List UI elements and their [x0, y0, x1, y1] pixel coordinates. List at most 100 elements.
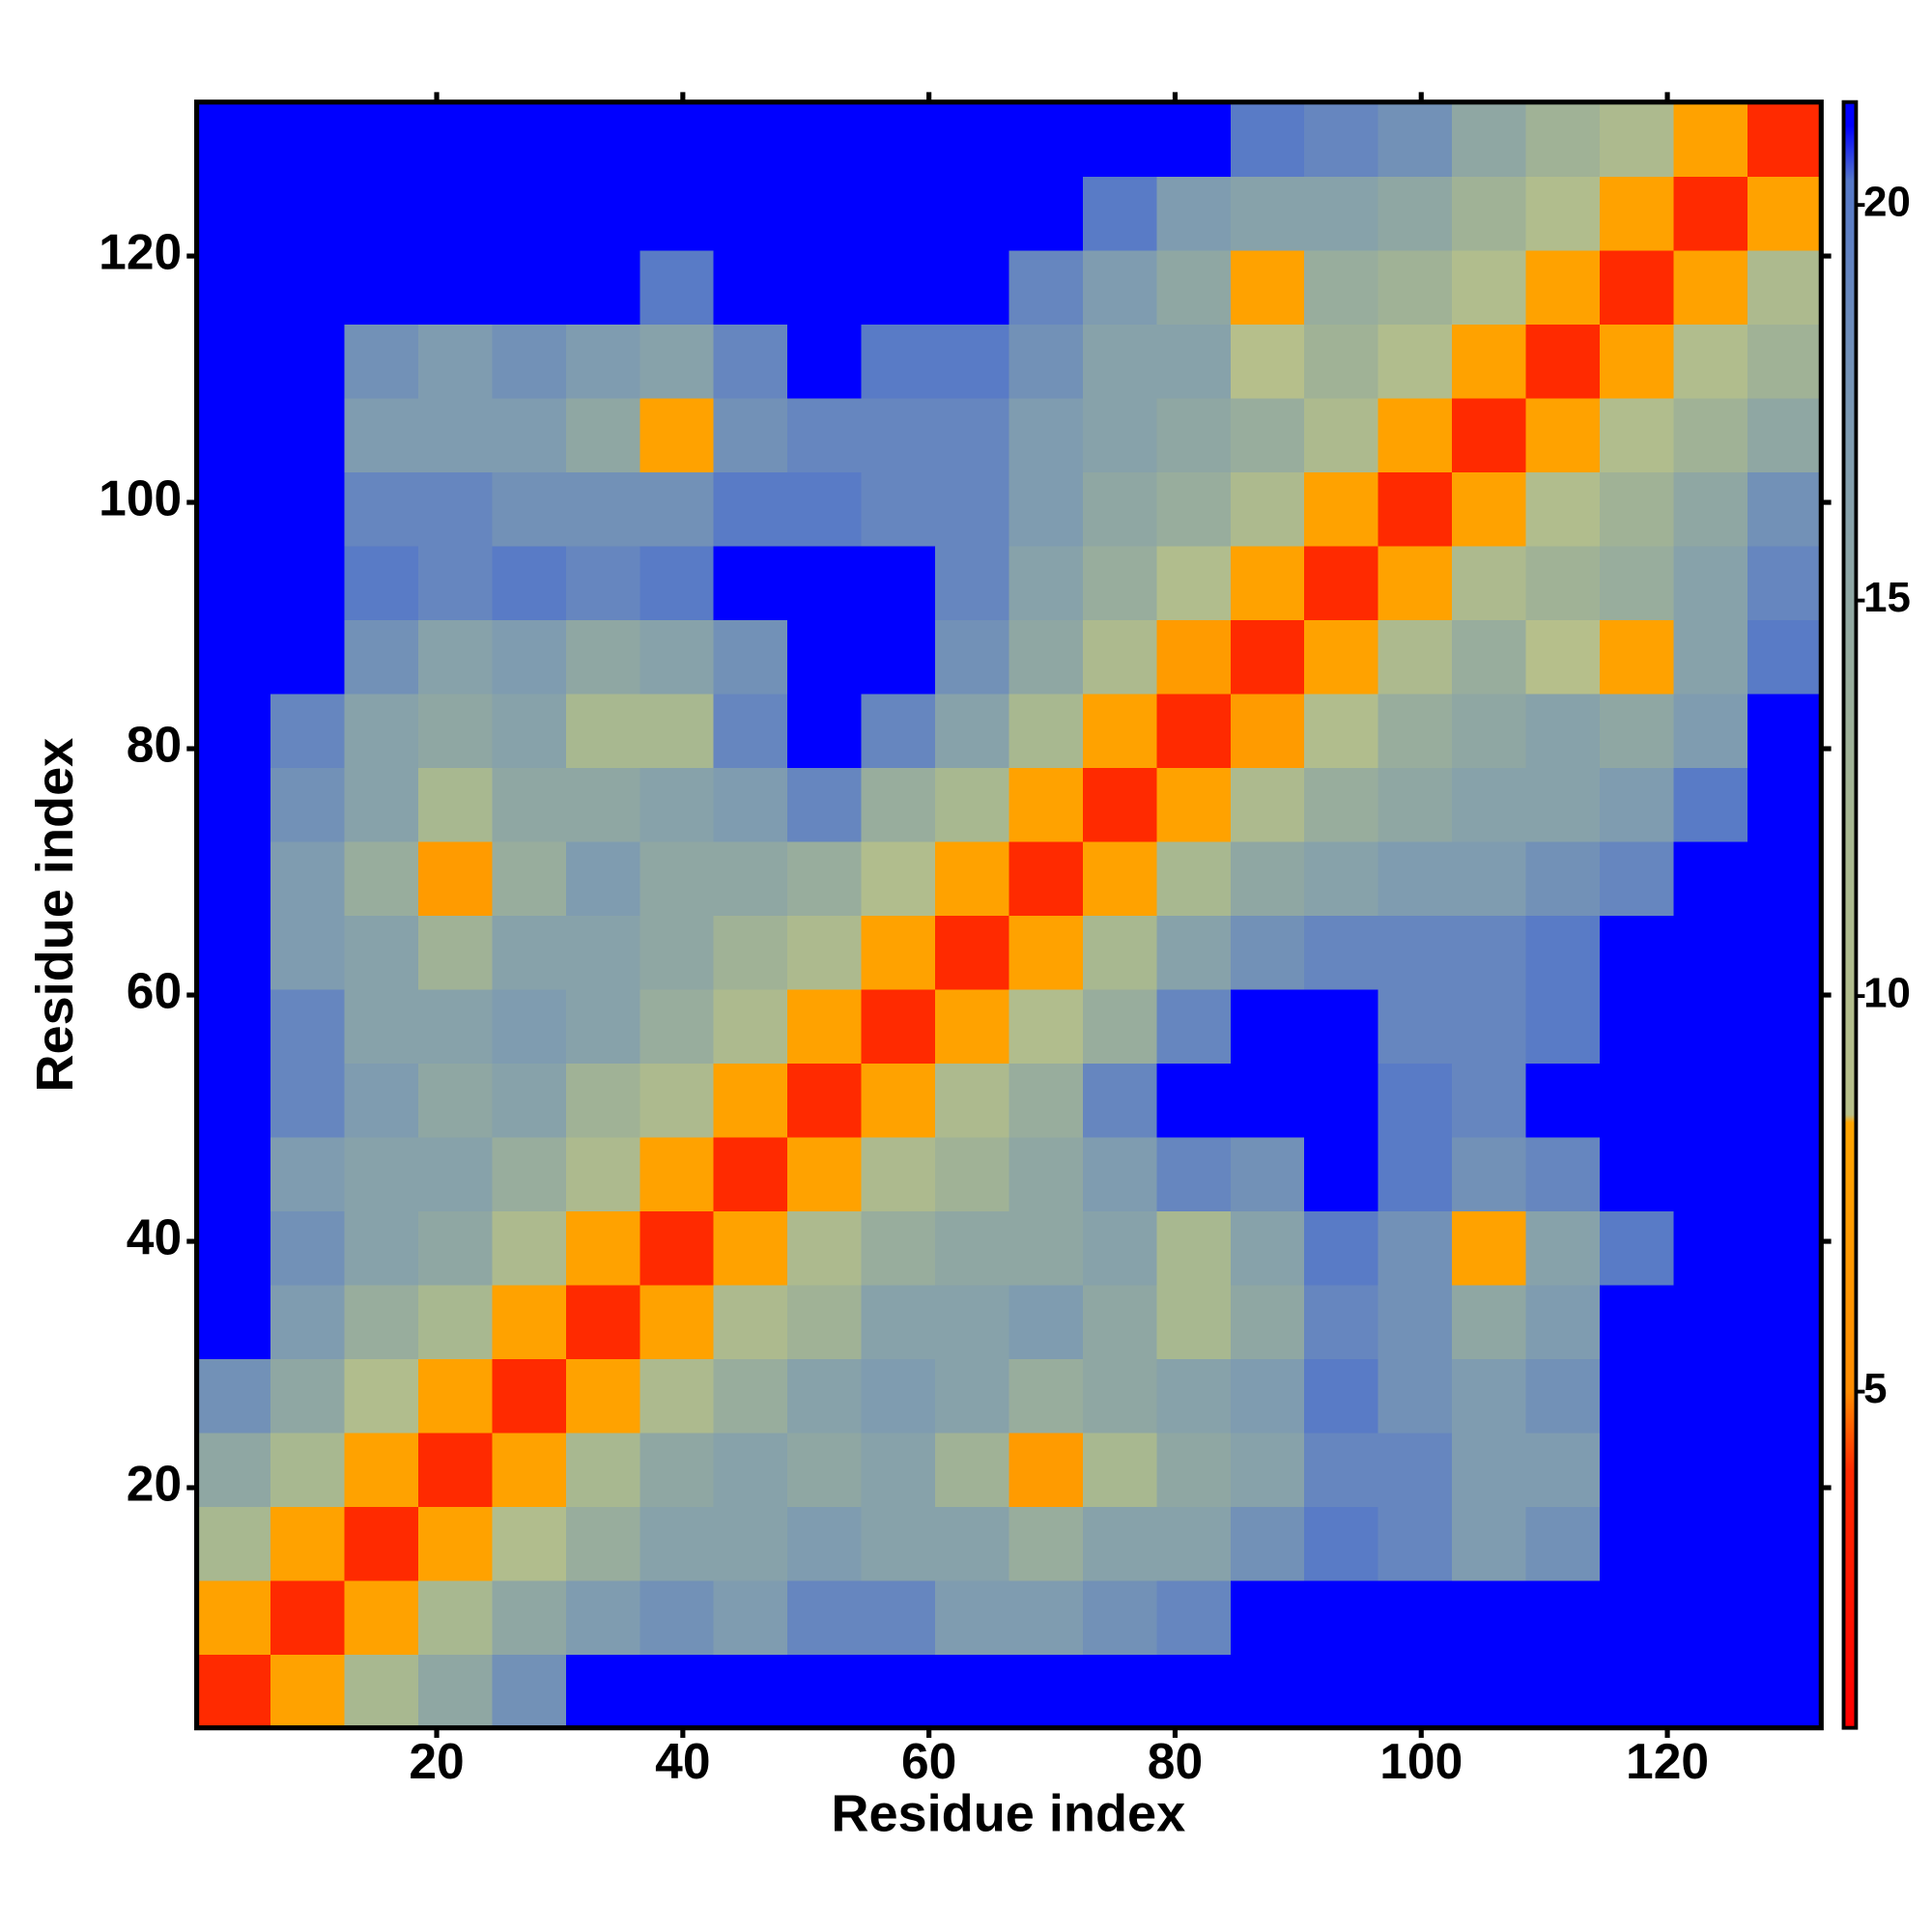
y-tick-label: 100: [99, 470, 182, 526]
heatmap-cell: [713, 1579, 788, 1655]
heatmap-cell: [1452, 1506, 1527, 1581]
heatmap-cell: [1599, 1136, 1675, 1211]
heatmap-cell: [935, 1284, 1010, 1359]
heatmap-cell: [787, 1284, 863, 1359]
heatmap-cell: [1452, 324, 1527, 399]
heatmap-cell: [639, 176, 715, 251]
heatmap-cell: [344, 1432, 419, 1507]
heatmap-cell: [935, 1210, 1010, 1286]
heatmap-cell: [1378, 176, 1453, 251]
heatmap-cell: [1378, 693, 1453, 768]
heatmap-cell: [639, 397, 715, 472]
heatmap-cell: [1304, 1284, 1379, 1359]
heatmap-cell: [1599, 101, 1675, 177]
heatmap-cell: [1673, 1063, 1748, 1138]
heatmap-cell: [1009, 101, 1084, 177]
heatmap-cell: [492, 545, 567, 620]
heatmap-cell: [1009, 545, 1084, 620]
heatmap-cell: [1156, 693, 1232, 768]
heatmap-cell: [787, 1136, 863, 1211]
heatmap-cell: [1082, 471, 1158, 547]
heatmap-cell: [1452, 397, 1527, 472]
heatmap-cell: [1082, 1579, 1158, 1655]
heatmap-cell: [1009, 249, 1084, 325]
heatmap-cell: [492, 1136, 567, 1211]
heatmap-cell: [639, 693, 715, 768]
heatmap-cell: [270, 1654, 346, 1729]
heatmap-cell: [270, 1063, 346, 1138]
heatmap-cell: [1009, 693, 1084, 768]
heatmap-cell: [565, 767, 641, 842]
y-tick-label: 80: [127, 717, 182, 773]
heatmap-cell: [1082, 1136, 1158, 1211]
heatmap-cell: [1673, 101, 1748, 177]
heatmap-cell: [1230, 840, 1305, 916]
heatmap-cell: [787, 1579, 863, 1655]
heatmap-cell: [1156, 1063, 1232, 1138]
heatmap-cell: [1230, 619, 1305, 695]
heatmap-cell: [1082, 1284, 1158, 1359]
heatmap-cell: [713, 1284, 788, 1359]
heatmap-cell: [1673, 1579, 1748, 1655]
heatmap-cell: [639, 324, 715, 399]
heatmap-cell: [417, 545, 494, 620]
heatmap-cell: [1525, 619, 1601, 695]
heatmap-cell: [1009, 471, 1084, 547]
heatmap-cell: [1304, 693, 1379, 768]
heatmap-cell: [196, 1358, 271, 1434]
heatmap-cell: [1304, 324, 1379, 399]
heatmap-cell: [565, 1284, 641, 1359]
heatmap-cell: [1082, 619, 1158, 695]
heatmap-cell: [1525, 249, 1601, 325]
y-axis-title: Residue index: [26, 738, 84, 1093]
heatmap-cell: [1009, 1284, 1084, 1359]
heatmap-cell: [417, 1210, 494, 1286]
heatmap-cell: [1082, 324, 1158, 399]
heatmap-cell: [196, 176, 271, 251]
heatmap-cell: [1230, 545, 1305, 620]
heatmap-cell: [344, 840, 419, 916]
heatmap-cell: [1673, 693, 1748, 768]
heatmap-cell: [1230, 915, 1305, 990]
heatmap-cell: [1156, 767, 1232, 842]
heatmap-cell: [1156, 397, 1232, 472]
heatmap-cell: [1525, 1506, 1601, 1581]
heatmap-cell: [344, 471, 419, 547]
heatmap-cell: [1304, 988, 1379, 1064]
heatmap-cell: [1599, 471, 1675, 547]
heatmap-cell: [492, 176, 567, 251]
heatmap-cell: [565, 1063, 641, 1138]
heatmap-cell: [787, 1432, 863, 1507]
heatmap-cell: [1082, 840, 1158, 916]
heatmap-cell: [1009, 397, 1084, 472]
heatmap-cell: [935, 1654, 1010, 1729]
heatmap-cell: [1525, 1284, 1601, 1359]
heatmap-cell: [270, 1358, 346, 1434]
heatmap-cell: [417, 1579, 494, 1655]
heatmap-cell: [565, 988, 641, 1064]
heatmap-cell: [1673, 915, 1748, 990]
heatmap-cell: [270, 988, 346, 1064]
heatmap-cell: [417, 619, 494, 695]
heatmap-cell: [417, 988, 494, 1064]
heatmap-cell: [861, 988, 936, 1064]
y-tick-label: 40: [127, 1209, 182, 1265]
heatmap-cell: [1452, 1579, 1527, 1655]
heatmap-cell: [1009, 988, 1084, 1064]
heatmap-cell: [1452, 101, 1527, 177]
heatmap-cell: [1673, 1358, 1748, 1434]
heatmap-cell: [713, 101, 788, 177]
heatmap-cell: [935, 840, 1010, 916]
heatmap-cell: [1304, 545, 1379, 620]
heatmap-cell: [1452, 840, 1527, 916]
heatmap-cell: [1378, 840, 1453, 916]
heatmap-cell: [1452, 471, 1527, 547]
heatmap-cell: [270, 693, 346, 768]
heatmap-cell: [1304, 1506, 1379, 1581]
heatmap-cell: [1230, 176, 1305, 251]
heatmap-cell: [1378, 1210, 1453, 1286]
heatmap-cell: [1156, 471, 1232, 547]
heatmap-cell: [1599, 1063, 1675, 1138]
heatmap-cell: [1673, 840, 1748, 916]
